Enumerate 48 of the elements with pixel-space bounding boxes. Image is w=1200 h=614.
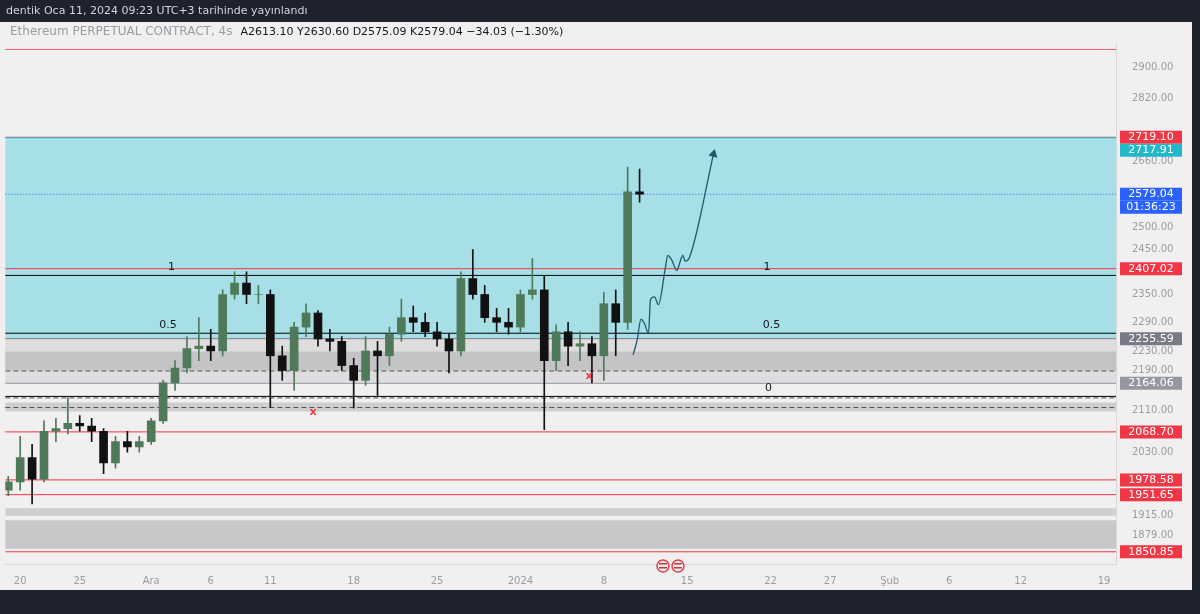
x-tick-label: 11 — [263, 574, 277, 586]
ref-line-label: 2068.70 — [1128, 424, 1174, 438]
ref-line-label: 1978.58 — [1128, 472, 1174, 486]
x-tick-label: Şub — [880, 574, 900, 586]
text: 01:36:23 — [1126, 200, 1176, 214]
y-tick-label: 2820.00 — [1132, 91, 1174, 103]
ref-line-label: 2255.59 — [1128, 331, 1174, 345]
ref-line-label: 2164.06 — [1128, 376, 1174, 390]
y-tick-label: 2190.00 — [1132, 364, 1174, 376]
annotation: 0.5 — [159, 318, 177, 332]
x-tick-label: 27 — [823, 574, 837, 586]
x-tick-label: 18 — [347, 574, 361, 586]
annotation: 0 — [765, 381, 773, 395]
y-tick-label: 2900.00 — [1132, 61, 1174, 73]
y-tick-label: 2660.00 — [1132, 154, 1174, 166]
ref-line-label: 2719.10 — [1128, 130, 1174, 144]
x-tick-label: 8 — [600, 574, 608, 586]
x-tick-label: 22 — [764, 574, 777, 586]
chart-subtitle: Ethereum PERPETUAL CONTRACT, 4s — [10, 24, 233, 39]
x-tick-label: 25 — [73, 574, 87, 586]
x-tick-label: 20 — [13, 574, 27, 586]
annotation: 1 — [168, 260, 176, 274]
ref-line-label: 1850.85 — [1128, 544, 1174, 558]
x-tick-label: 6 — [946, 574, 953, 586]
y-tick-label: 2110.00 — [1132, 404, 1174, 416]
x-tick-label: 2024 — [507, 574, 534, 586]
y-tick-label: 1879.00 — [1132, 529, 1174, 541]
x-tick-label: 25 — [430, 574, 444, 586]
y-tick-label: 2500.00 — [1132, 221, 1174, 233]
ref-line-label: 2717.91 — [1128, 143, 1174, 157]
x-tick-label: 6 — [207, 574, 214, 586]
x-tick-label: 19 — [1097, 574, 1111, 586]
text: A2613.10 Y2630.60 D2575.09 K2579.04 −34.03 (−1.30%) — [240, 24, 564, 38]
x-tick-label: 12 — [1014, 574, 1028, 586]
y-tick-label: 2450.00 — [1132, 243, 1174, 255]
y-tick-label: 2290.00 — [1132, 315, 1174, 327]
annotation: 0.5 — [762, 318, 781, 332]
x-tick-label: Ara — [142, 574, 160, 586]
ref-line-label: 2407.02 — [1128, 261, 1174, 275]
y-tick-label: 2230.00 — [1132, 344, 1174, 356]
y-tick-label: 2030.00 — [1132, 445, 1174, 457]
ref-line-label: 1951.65 — [1128, 487, 1174, 501]
y-tick-label: 1915.00 — [1132, 508, 1174, 520]
x-tick-label: 15 — [680, 574, 694, 586]
chart-title: dentik Oca 11, 2024 09:23 UTC+3 tarihinde yayınlandı — [5, 3, 309, 19]
annotation: x — [309, 405, 317, 419]
y-tick-label: 2350.00 — [1132, 288, 1174, 300]
ref-line-label: 2579.04 — [1128, 187, 1174, 201]
